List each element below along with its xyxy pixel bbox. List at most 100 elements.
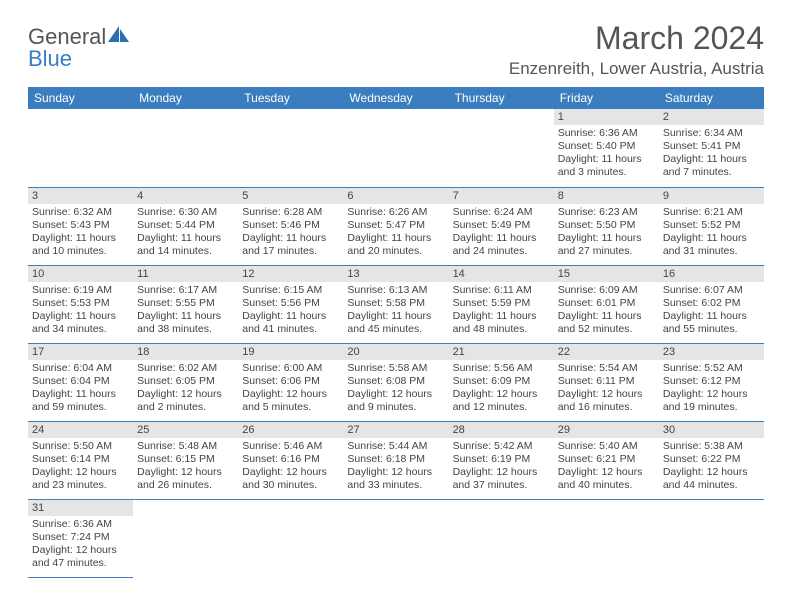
sunrise-text: Sunrise: 6:23 AM [558,206,655,219]
calendar-cell [343,499,448,577]
day-number: 20 [343,344,448,360]
day-number: 24 [28,422,133,438]
day-number: 19 [238,344,343,360]
sail-icon [108,26,130,48]
sunrise-text: Sunrise: 5:38 AM [663,440,760,453]
sunrise-text: Sunrise: 5:48 AM [137,440,234,453]
day-number: 27 [343,422,448,438]
calendar-week-row: 17Sunrise: 6:04 AMSunset: 6:04 PMDayligh… [28,343,764,421]
calendar-cell: 13Sunrise: 6:13 AMSunset: 5:58 PMDayligh… [343,265,448,343]
daylight-text: Daylight: 11 hours and 52 minutes. [558,310,655,336]
day-details: Sunrise: 5:46 AMSunset: 6:16 PMDaylight:… [238,438,343,497]
day-number: 25 [133,422,238,438]
sunrise-text: Sunrise: 6:15 AM [242,284,339,297]
day-details: Sunrise: 6:36 AMSunset: 7:24 PMDaylight:… [28,516,133,575]
calendar-cell: 6Sunrise: 6:26 AMSunset: 5:47 PMDaylight… [343,187,448,265]
sunrise-text: Sunrise: 6:11 AM [453,284,550,297]
day-details: Sunrise: 5:40 AMSunset: 6:21 PMDaylight:… [554,438,659,497]
sunrise-text: Sunrise: 6:13 AM [347,284,444,297]
sunset-text: Sunset: 5:44 PM [137,219,234,232]
sunrise-text: Sunrise: 6:07 AM [663,284,760,297]
daylight-text: Daylight: 11 hours and 14 minutes. [137,232,234,258]
calendar-cell: 17Sunrise: 6:04 AMSunset: 6:04 PMDayligh… [28,343,133,421]
calendar-cell: 1Sunrise: 6:36 AMSunset: 5:40 PMDaylight… [554,109,659,187]
sunrise-text: Sunrise: 5:50 AM [32,440,129,453]
weekday-header: Wednesday [343,87,448,109]
sunset-text: Sunset: 6:05 PM [137,375,234,388]
sunset-text: Sunset: 6:15 PM [137,453,234,466]
day-details: Sunrise: 6:21 AMSunset: 5:52 PMDaylight:… [659,204,764,263]
day-number: 30 [659,422,764,438]
day-number: 3 [28,188,133,204]
sunset-text: Sunset: 5:56 PM [242,297,339,310]
daylight-text: Daylight: 11 hours and 31 minutes. [663,232,760,258]
calendar-cell: 14Sunrise: 6:11 AMSunset: 5:59 PMDayligh… [449,265,554,343]
sunset-text: Sunset: 5:50 PM [558,219,655,232]
day-number: 11 [133,266,238,282]
day-number: 26 [238,422,343,438]
day-number: 10 [28,266,133,282]
weekday-header-row: SundayMondayTuesdayWednesdayThursdayFrid… [28,87,764,109]
calendar-cell [238,499,343,577]
day-details: Sunrise: 6:19 AMSunset: 5:53 PMDaylight:… [28,282,133,341]
day-details: Sunrise: 5:48 AMSunset: 6:15 PMDaylight:… [133,438,238,497]
sunset-text: Sunset: 5:58 PM [347,297,444,310]
day-details: Sunrise: 6:32 AMSunset: 5:43 PMDaylight:… [28,204,133,263]
day-number: 17 [28,344,133,360]
weekday-header: Thursday [449,87,554,109]
sunset-text: Sunset: 6:21 PM [558,453,655,466]
sunset-text: Sunset: 6:11 PM [558,375,655,388]
calendar-week-row: 1Sunrise: 6:36 AMSunset: 5:40 PMDaylight… [28,109,764,187]
sunrise-text: Sunrise: 6:28 AM [242,206,339,219]
sunset-text: Sunset: 6:18 PM [347,453,444,466]
day-details: Sunrise: 6:07 AMSunset: 6:02 PMDaylight:… [659,282,764,341]
sunset-text: Sunset: 5:49 PM [453,219,550,232]
calendar-week-row: 24Sunrise: 5:50 AMSunset: 6:14 PMDayligh… [28,421,764,499]
day-number: 23 [659,344,764,360]
day-number: 18 [133,344,238,360]
day-number: 4 [133,188,238,204]
day-number: 28 [449,422,554,438]
calendar-table: SundayMondayTuesdayWednesdayThursdayFrid… [28,87,764,578]
sunrise-text: Sunrise: 6:36 AM [558,127,655,140]
sunset-text: Sunset: 6:04 PM [32,375,129,388]
day-number: 16 [659,266,764,282]
calendar-cell: 5Sunrise: 6:28 AMSunset: 5:46 PMDaylight… [238,187,343,265]
calendar-cell: 12Sunrise: 6:15 AMSunset: 5:56 PMDayligh… [238,265,343,343]
sunrise-text: Sunrise: 5:46 AM [242,440,339,453]
daylight-text: Daylight: 12 hours and 47 minutes. [32,544,129,570]
sunset-text: Sunset: 6:06 PM [242,375,339,388]
day-details: Sunrise: 6:15 AMSunset: 5:56 PMDaylight:… [238,282,343,341]
day-details: Sunrise: 6:36 AMSunset: 5:40 PMDaylight:… [554,125,659,184]
sunrise-text: Sunrise: 5:56 AM [453,362,550,375]
day-number: 21 [449,344,554,360]
weekday-header: Saturday [659,87,764,109]
sunset-text: Sunset: 6:09 PM [453,375,550,388]
daylight-text: Daylight: 11 hours and 45 minutes. [347,310,444,336]
day-number: 5 [238,188,343,204]
sunrise-text: Sunrise: 6:17 AM [137,284,234,297]
sunset-text: Sunset: 6:01 PM [558,297,655,310]
day-details: Sunrise: 5:50 AMSunset: 6:14 PMDaylight:… [28,438,133,497]
calendar-cell: 24Sunrise: 5:50 AMSunset: 6:14 PMDayligh… [28,421,133,499]
sunset-text: Sunset: 6:02 PM [663,297,760,310]
calendar-cell [28,109,133,187]
weekday-header: Tuesday [238,87,343,109]
day-details: Sunrise: 6:09 AMSunset: 6:01 PMDaylight:… [554,282,659,341]
sunset-text: Sunset: 6:08 PM [347,375,444,388]
sunset-text: Sunset: 5:52 PM [663,219,760,232]
sunset-text: Sunset: 7:24 PM [32,531,129,544]
daylight-text: Daylight: 12 hours and 44 minutes. [663,466,760,492]
daylight-text: Daylight: 12 hours and 26 minutes. [137,466,234,492]
daylight-text: Daylight: 12 hours and 33 minutes. [347,466,444,492]
sunrise-text: Sunrise: 6:09 AM [558,284,655,297]
sunset-text: Sunset: 5:41 PM [663,140,760,153]
day-number: 14 [449,266,554,282]
calendar-cell [659,499,764,577]
daylight-text: Daylight: 11 hours and 34 minutes. [32,310,129,336]
daylight-text: Daylight: 11 hours and 55 minutes. [663,310,760,336]
day-number: 9 [659,188,764,204]
sunrise-text: Sunrise: 6:32 AM [32,206,129,219]
calendar-cell: 31Sunrise: 6:36 AMSunset: 7:24 PMDayligh… [28,499,133,577]
calendar-cell: 16Sunrise: 6:07 AMSunset: 6:02 PMDayligh… [659,265,764,343]
